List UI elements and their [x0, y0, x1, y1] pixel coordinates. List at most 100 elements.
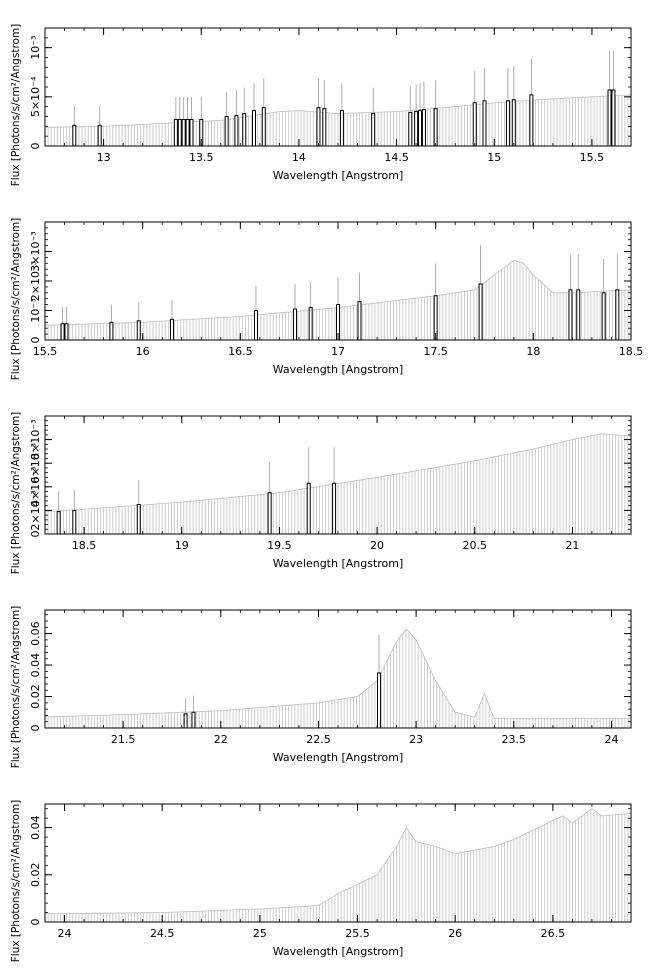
x-axis-title: Wavelength [Angstrom]	[273, 751, 404, 764]
line-flux-bar	[183, 713, 188, 729]
x-tick-label: 22	[214, 733, 228, 746]
y-tick-label: 0.02	[29, 863, 42, 888]
line-flux-bar	[529, 94, 534, 147]
line-flux-bar	[293, 308, 298, 341]
y-tick-label: 8×10⁻³	[29, 419, 42, 459]
x-tick-label: 24.5	[150, 927, 175, 940]
line-flux-bar	[418, 110, 423, 147]
y-tick-label: 0	[29, 143, 42, 150]
line-flux-bar	[408, 112, 413, 147]
x-tick-label: 15.5	[33, 345, 58, 358]
line-flux-bar	[109, 321, 114, 341]
line-flux-bar	[173, 118, 178, 147]
x-tick-label: 18.5	[619, 345, 644, 358]
continuum-series	[44, 808, 632, 922]
y-tick-label: 4×10⁻³	[29, 467, 42, 507]
x-tick-label: 17	[331, 345, 345, 358]
line-flux-bar	[242, 113, 247, 147]
line-flux-bar	[478, 283, 483, 341]
x-tick-label: 19.5	[267, 539, 292, 552]
line-flux-bar	[421, 109, 426, 147]
x-tick-label: 13.5	[189, 151, 214, 164]
line-flux-bar	[433, 108, 438, 147]
line-flux-bar	[601, 292, 606, 341]
panel-2: 15.5 16 16.5 17 17.5 18 18.5 0 10⁻³2×10⁻³3×10⁻³ W…	[10, 218, 643, 381]
y-tick-label: 10⁻³	[29, 36, 42, 60]
x-tick-label: 14.5	[384, 151, 409, 164]
x-tick-label: 22.5	[306, 733, 331, 746]
x-tick-label: 16	[136, 345, 150, 358]
line-flux-bar	[97, 124, 102, 147]
continuum-envelope	[45, 808, 632, 915]
line-flux-bar	[181, 118, 186, 147]
y-axis-title: Flux [Photons/s/cm²/Angstrom]	[10, 800, 22, 963]
x-tick-label: 23	[409, 733, 423, 746]
x-tick-label: 26.5	[541, 927, 566, 940]
line-flux-bar	[306, 482, 311, 535]
line-flux-bar	[72, 509, 77, 535]
line-flux-bar	[169, 318, 174, 341]
line-flux-bar	[377, 672, 382, 729]
continuum-envelope	[44, 628, 631, 719]
x-tick-label: 24	[604, 733, 618, 746]
x-tick-label: 24	[58, 927, 72, 940]
y-axis-title: Flux [Photons/s/cm²/Angstrom]	[10, 24, 22, 187]
y-tick-label: 0.04	[29, 653, 42, 678]
line-flux-bar	[511, 99, 516, 147]
line-series	[72, 51, 616, 147]
line-flux-bar	[185, 118, 190, 147]
continuum-series	[44, 433, 632, 534]
y-axis-title: Flux [Photons/s/cm²/Angstrom]	[10, 606, 22, 769]
x-tick-label: 15	[487, 151, 501, 164]
y-tick-label: 0.02	[29, 684, 42, 709]
x-tick-label: 25	[253, 927, 267, 940]
x-axis-title: Wavelength [Angstrom]	[273, 169, 404, 182]
x-tick-label: 25.5	[345, 927, 370, 940]
line-flux-bar	[308, 307, 313, 341]
x-axis-title: Wavelength [Angstrom]	[273, 557, 404, 570]
line-flux-bar	[56, 511, 61, 535]
line-flux-bar	[60, 323, 65, 341]
line-flux-bar	[568, 289, 573, 341]
line-series	[60, 245, 620, 341]
line-flux-bar	[234, 115, 239, 147]
line-flux-bar	[136, 504, 141, 535]
line-flux-bar	[189, 118, 194, 147]
line-flux-bar	[224, 116, 229, 147]
x-tick-label: 16.5	[228, 345, 253, 358]
line-flux-bar	[576, 289, 581, 341]
continuum-series	[44, 94, 632, 146]
y-tick-label: 0.06	[29, 621, 42, 646]
x-tick-label: 20	[370, 539, 384, 552]
x-tick-label: 19	[175, 539, 189, 552]
line-flux-bar	[261, 107, 266, 147]
x-tick-label: 18	[526, 345, 540, 358]
line-flux-bar	[253, 310, 258, 341]
line-flux-bar	[414, 111, 419, 147]
line-flux-bar	[64, 323, 69, 341]
line-flux-bar	[322, 108, 327, 147]
y-tick-label: 0	[29, 919, 42, 926]
x-axis-title: Wavelength [Angstrom]	[273, 363, 404, 376]
line-flux-bar	[177, 118, 182, 147]
y-tick-label: 2×10⁻³	[29, 261, 42, 301]
line-flux-bar	[357, 301, 362, 341]
line-flux-bar	[136, 320, 141, 341]
panel-3: 18.5 19 19.5 20 20.5 21 02×10⁻³4×10⁻³6×10⁻³8×1…	[10, 412, 632, 574]
line-flux-bar	[252, 110, 257, 147]
x-tick-label: 17.5	[423, 345, 448, 358]
x-tick-label: 23.5	[502, 733, 527, 746]
y-tick-label: 10⁻³	[29, 298, 42, 322]
line-flux-bar	[615, 289, 620, 341]
x-tick-label: 13	[97, 151, 111, 164]
line-flux-bar	[607, 89, 612, 147]
y-tick-label: 0	[29, 725, 42, 732]
line-flux-bar	[316, 107, 321, 147]
y-tick-label: 0	[29, 337, 42, 344]
line-flux-bar	[371, 113, 376, 147]
line-flux-bar	[339, 110, 344, 147]
y-tick-label: 6×10⁻³	[29, 443, 42, 483]
x-tick-label: 15.5	[580, 151, 605, 164]
y-tick-label: 2×10⁻³	[29, 490, 42, 530]
